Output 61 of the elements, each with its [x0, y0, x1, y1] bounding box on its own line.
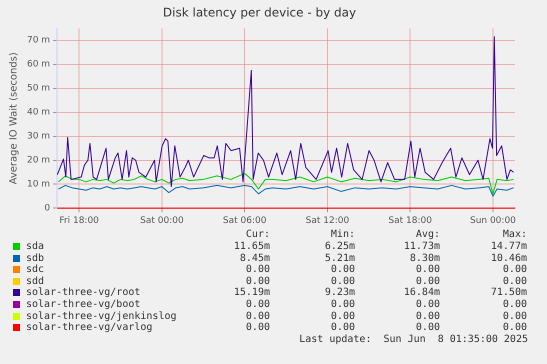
text: 0.00: [414, 276, 440, 287]
x-tick-label: Fri 18:00: [59, 216, 100, 226]
y-tick-label: 70 m: [26, 36, 50, 46]
x-tick-label: Sat 00:00: [140, 216, 184, 226]
text: 10.46m: [490, 252, 527, 264]
text: 0.00: [502, 276, 527, 287]
text: 0.00: [414, 322, 440, 334]
text: 0.00: [330, 299, 355, 310]
text: 0.00: [330, 322, 355, 334]
text: 15.19m: [232, 287, 270, 298]
text: 0.00: [244, 310, 270, 322]
text: 0.00: [244, 299, 270, 310]
text: 6.25m: [324, 241, 355, 252]
text: Min:: [330, 229, 355, 240]
x-tick-label: Sun 00:00: [470, 216, 516, 226]
y-tick-label: 20 m: [26, 156, 50, 166]
x-tick-label: Sat 12:00: [306, 216, 350, 226]
chart-title: Disk latency per device - by day: [162, 5, 356, 20]
text: Last update: Sun Jun 8 01:35:00 2025: [299, 334, 528, 345]
text: 0.00: [414, 299, 440, 310]
y-tick-label: 30 m: [26, 132, 50, 142]
text: 0.00: [244, 276, 270, 287]
text: 0.00: [244, 264, 270, 276]
text: 0.00: [502, 310, 527, 322]
y-tick-label: 10 m: [26, 180, 50, 190]
text: 16.84m: [402, 287, 440, 298]
text: 0.00: [414, 310, 440, 322]
legend-label: solar-three-vg/varlog: [26, 322, 152, 334]
legend-label: solar-three-vg/root: [26, 287, 140, 298]
text: 0.00: [330, 264, 355, 276]
text: 11.65m: [232, 241, 270, 252]
text: 0.00: [502, 264, 527, 276]
text: Max:: [502, 229, 527, 240]
legend-label: solar-three-vg/boot: [26, 299, 140, 310]
text: 8.45m: [238, 252, 270, 264]
y-axis-title: Average IO Wait (seconds): [8, 52, 20, 184]
text: 0.00: [330, 310, 355, 322]
legend-label: sdd: [26, 276, 44, 287]
text: 8.30m: [408, 252, 440, 264]
text: Cur:: [244, 229, 270, 240]
legend-label: solar-three-vg/jenkinslog: [26, 310, 177, 322]
x-tick-label: Sat 18:00: [388, 216, 432, 226]
text: 11.73m: [402, 241, 440, 252]
y-tick-label: 60 m: [26, 60, 50, 70]
x-tick-label: Sat 06:00: [222, 216, 267, 226]
legend-label: sda: [26, 241, 44, 252]
y-tick-label: 40 m: [26, 108, 50, 118]
text: 0.00: [502, 299, 527, 310]
text: 0.00: [502, 322, 527, 334]
text: 9.23m: [324, 287, 355, 298]
y-tick-label: 50 m: [26, 84, 50, 94]
text: Avg:: [414, 229, 440, 240]
text: 0.00: [414, 264, 440, 276]
text: 5.21m: [324, 252, 355, 264]
legend-label: sdb: [26, 252, 44, 264]
y-tick-label: 0: [44, 204, 50, 214]
text: 71.50m: [490, 287, 527, 298]
text: 0.00: [330, 276, 355, 287]
text: 14.77m: [490, 241, 527, 252]
text: 0.00: [244, 322, 270, 334]
legend-label: sdc: [26, 264, 44, 276]
